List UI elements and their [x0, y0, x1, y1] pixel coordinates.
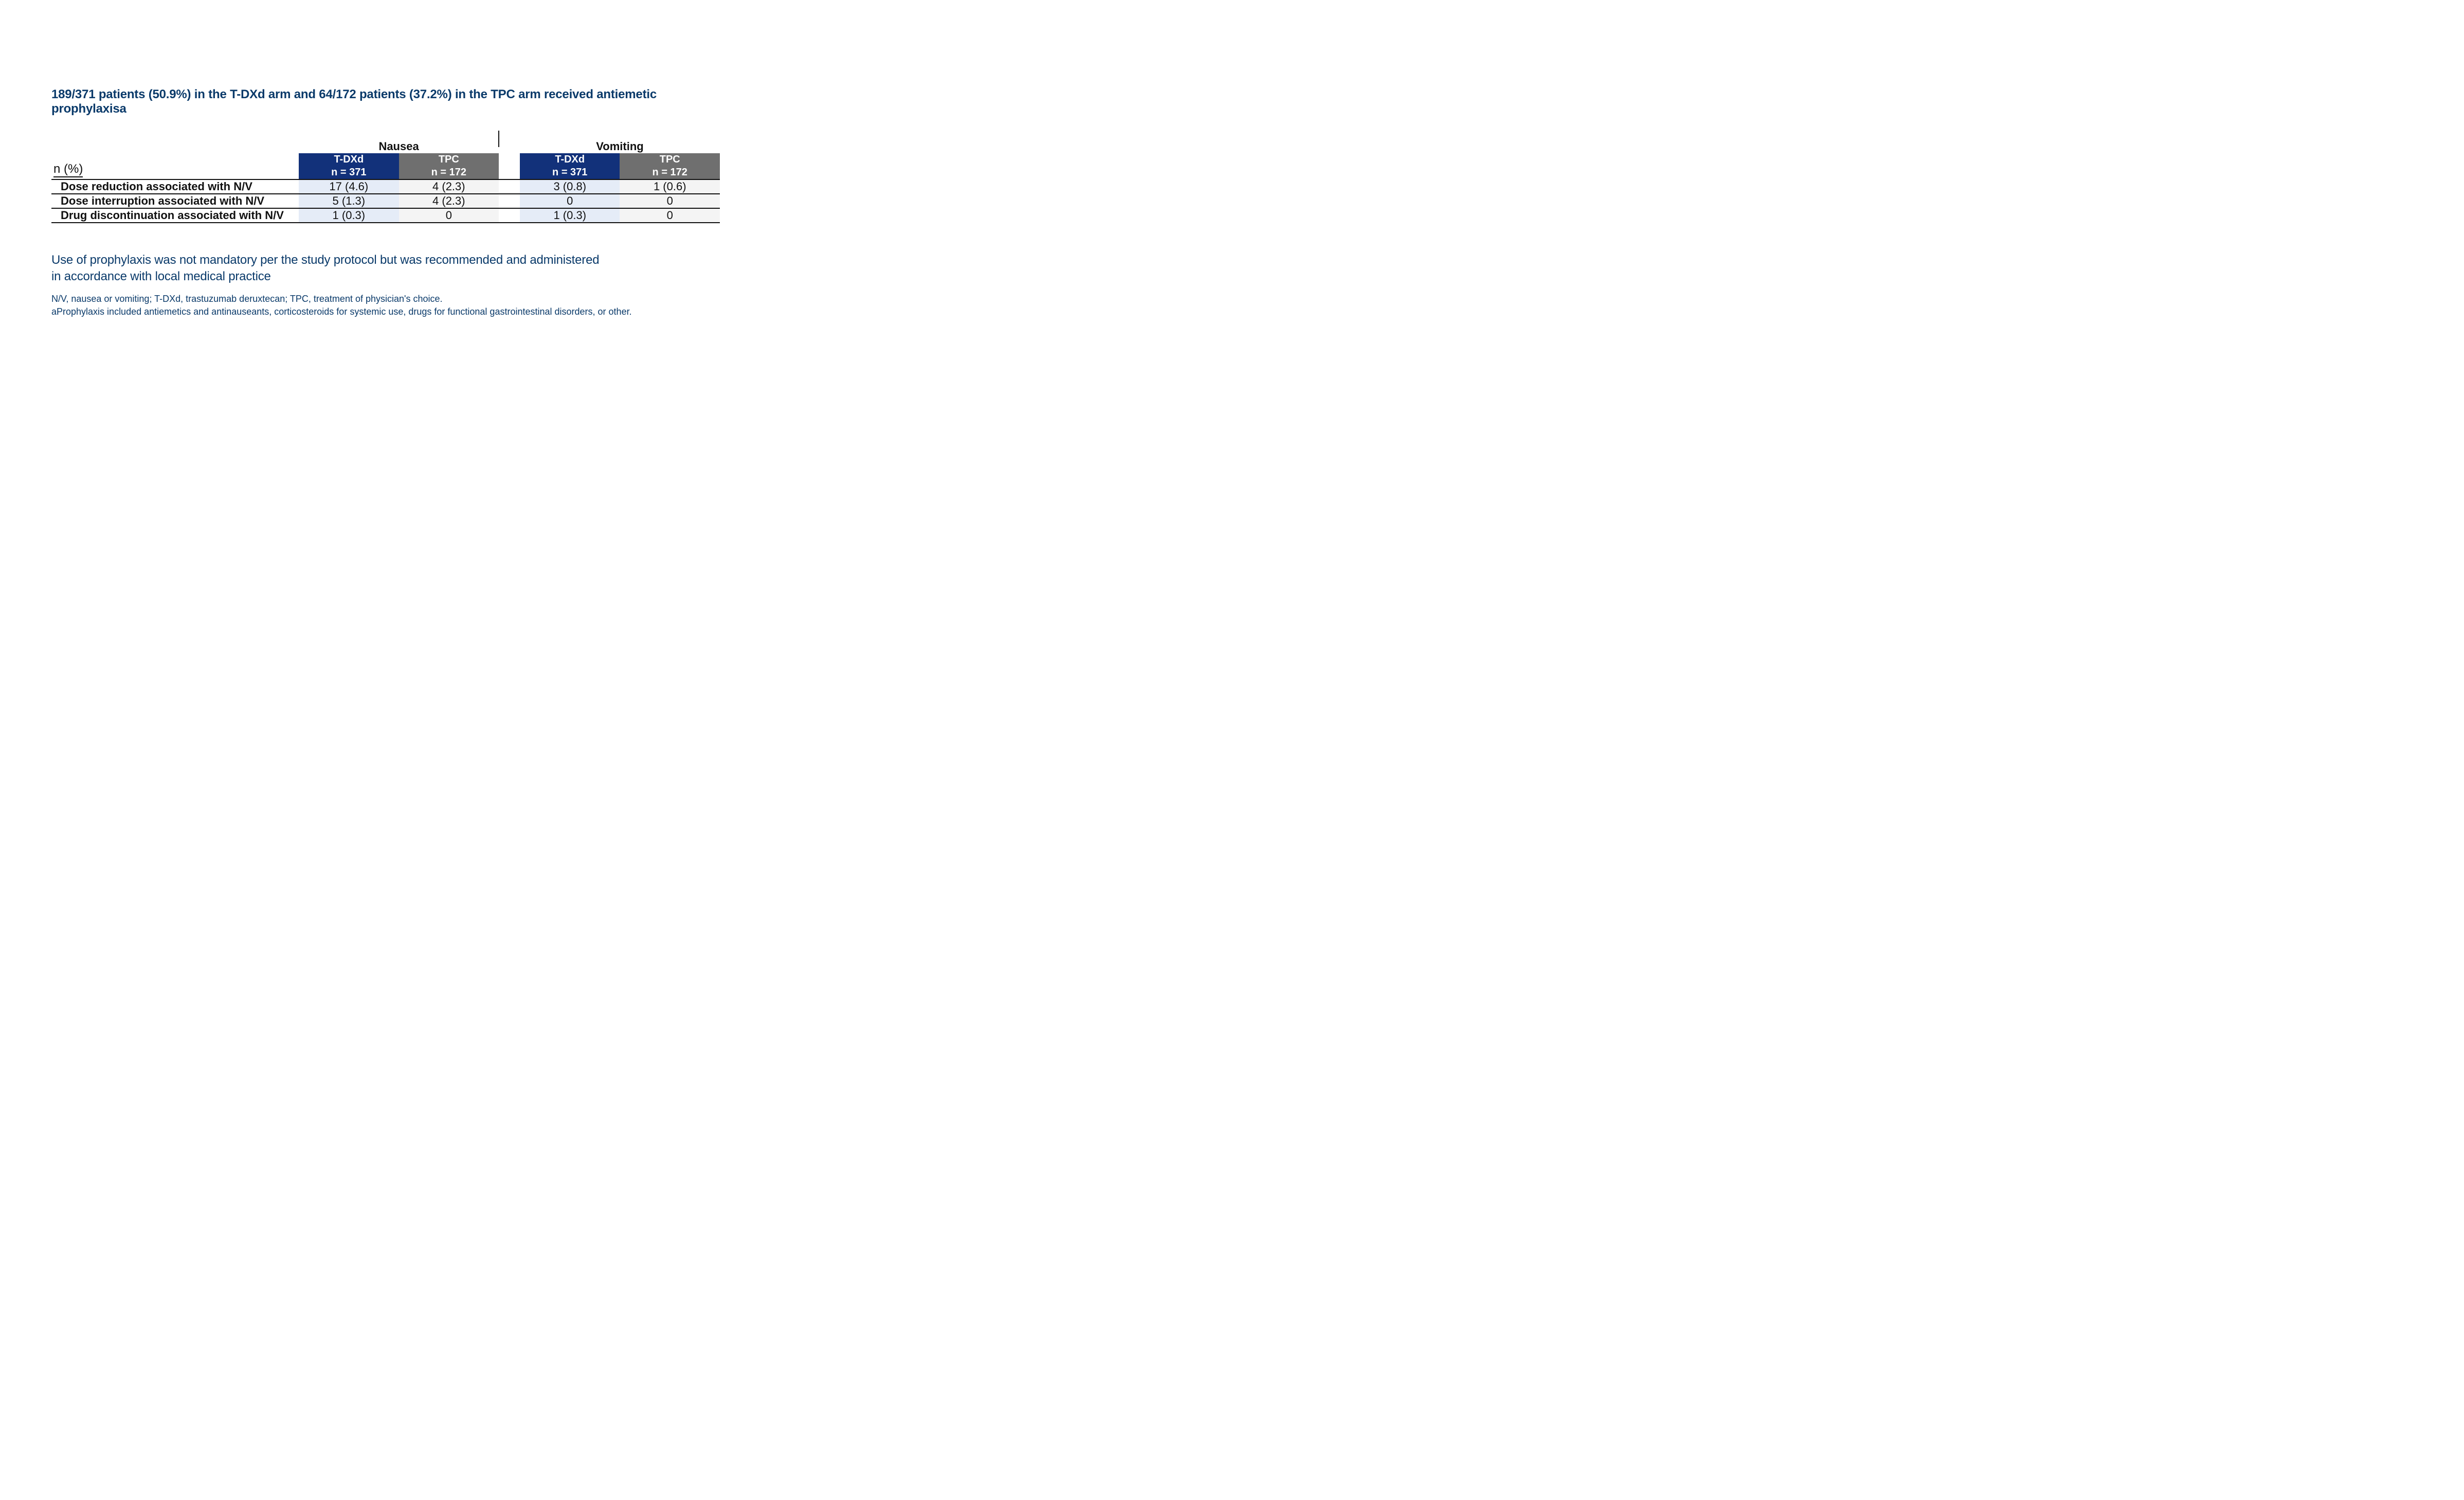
footnote-abbrev: N/V, nausea or vomiting; T-DXd, trastuzu…	[51, 293, 720, 305]
sub-header-row: n (%) T-DXdn = 371 TPCn = 172 T-DXdn = 3…	[51, 153, 720, 179]
cell-gap	[499, 208, 520, 223]
subcol-3: TPCn = 172	[620, 153, 720, 179]
row-label: Dose interruption associated with N/V	[51, 194, 299, 208]
group-header-vomiting: Vomiting	[520, 140, 720, 153]
cell: 17 (4.6)	[299, 179, 398, 194]
cell: 3 (0.8)	[520, 179, 620, 194]
subcol-1: TPCn = 172	[399, 153, 499, 179]
cell: 0	[620, 208, 720, 223]
cell: 5 (1.3)	[299, 194, 398, 208]
cell: 0	[620, 194, 720, 208]
cell: 1 (0.3)	[520, 208, 620, 223]
cell: 0	[520, 194, 620, 208]
cell: 1 (0.3)	[299, 208, 398, 223]
table-row: Drug discontinuation associated with N/V…	[51, 208, 720, 223]
subcol-gap	[499, 153, 520, 179]
group-header-empty	[51, 140, 299, 153]
cell: 0	[399, 208, 499, 223]
table-row: Dose reduction associated with N/V 17 (4…	[51, 179, 720, 194]
footnote-prophylaxis: aProphylaxis included antiemetics and an…	[51, 305, 720, 318]
cell-gap	[499, 179, 520, 194]
row-label: Drug discontinuation associated with N/V	[51, 208, 299, 223]
footer-main: Use of prophylaxis was not mandatory per…	[51, 252, 720, 285]
footer: Use of prophylaxis was not mandatory per…	[51, 252, 720, 318]
subcol-0: T-DXdn = 371	[299, 153, 398, 179]
row-header-label: n (%)	[51, 153, 299, 179]
nv-table: Nausea Vomiting n (%) T-DXdn = 371 TPCn …	[51, 140, 720, 223]
table-row: Dose interruption associated with N/V 5 …	[51, 194, 720, 208]
subcol-2: T-DXdn = 371	[520, 153, 620, 179]
row-label: Dose reduction associated with N/V	[51, 179, 299, 194]
group-header-nausea: Nausea	[299, 140, 499, 153]
table-wrapper: Nausea Vomiting n (%) T-DXdn = 371 TPCn …	[51, 140, 720, 223]
group-separator	[498, 131, 499, 147]
footer-notes: N/V, nausea or vomiting; T-DXd, trastuzu…	[51, 293, 720, 318]
group-header-gap	[499, 140, 520, 153]
cell: 1 (0.6)	[620, 179, 720, 194]
cell-gap	[499, 194, 520, 208]
group-header-row: Nausea Vomiting	[51, 140, 720, 153]
cell: 4 (2.3)	[399, 194, 499, 208]
cell: 4 (2.3)	[399, 179, 499, 194]
page-container: 189/371 patients (50.9%) in the T-DXd ar…	[0, 0, 771, 469]
headline-text: 189/371 patients (50.9%) in the T-DXd ar…	[51, 87, 720, 116]
